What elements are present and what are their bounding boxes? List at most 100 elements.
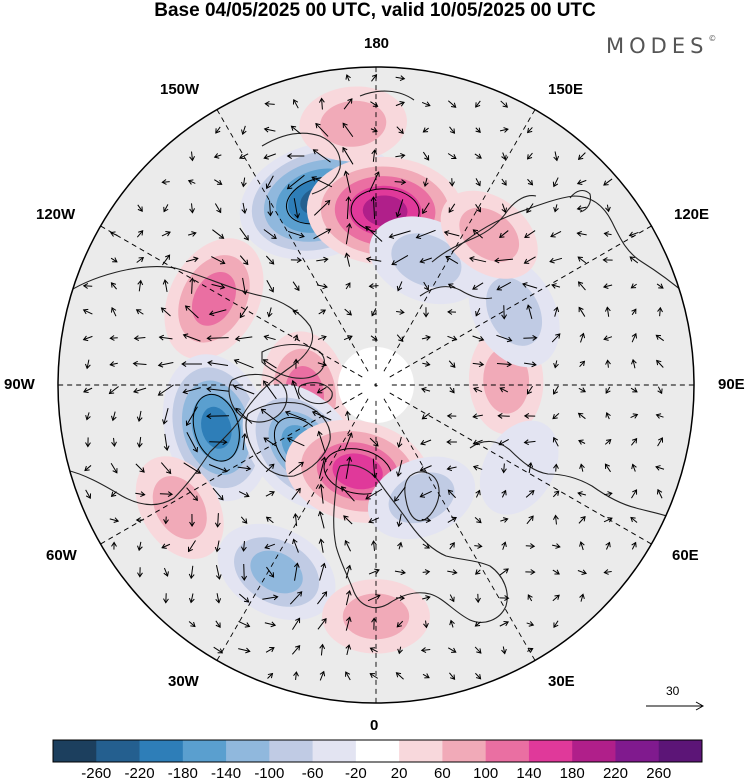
wind-vector — [526, 385, 533, 395]
reference-vector-arrow — [646, 701, 705, 711]
wind-vector — [395, 199, 404, 218]
wind-vector — [312, 149, 331, 163]
wind-vector — [161, 231, 171, 237]
wind-vector — [110, 491, 117, 498]
wind-vector — [345, 671, 351, 681]
wind-vector — [163, 204, 169, 213]
wind-vector — [552, 594, 560, 602]
wind-vector — [527, 594, 533, 602]
wind-vector — [265, 463, 275, 473]
wind-vector — [293, 671, 299, 681]
wind-vector — [292, 617, 301, 630]
wind-vector — [631, 332, 638, 343]
wind-vector — [422, 673, 430, 679]
latitude-circle-75 — [374, 383, 378, 387]
wind-vector — [239, 255, 249, 266]
anomaly-contour-13-1 — [486, 277, 543, 346]
wind-vector — [577, 281, 586, 291]
wind-vector — [163, 567, 169, 577]
coast-asia — [451, 195, 689, 521]
wind-vector — [525, 489, 535, 498]
wind-vector — [317, 335, 327, 341]
wind-vector — [264, 543, 276, 550]
wind-vector — [291, 379, 300, 400]
wind-vector — [215, 126, 221, 134]
wind-vector — [284, 410, 307, 421]
wind-vector — [286, 174, 305, 190]
wind-vector — [345, 589, 352, 606]
wind-vector — [369, 437, 379, 447]
wind-vector — [365, 488, 383, 500]
wind-vector — [524, 361, 537, 368]
wind-vector — [136, 410, 143, 422]
wind-vector — [207, 360, 229, 367]
wind-vector — [472, 229, 483, 239]
wind-vector — [602, 283, 613, 289]
wind-vector — [182, 387, 201, 395]
wind-vector — [550, 230, 562, 238]
wind-vector — [499, 595, 510, 601]
wind-vector — [110, 306, 117, 317]
wind-vector — [526, 621, 535, 627]
wind-vector — [136, 436, 143, 448]
wind-vector — [286, 437, 305, 447]
wind-vector — [85, 412, 91, 421]
colorbar-tick-label: -60 — [301, 765, 324, 782]
wind-vector — [212, 487, 224, 501]
wind-vector — [578, 306, 586, 317]
wind-vector — [291, 645, 301, 655]
wind-vector — [135, 309, 144, 315]
wind-vector — [368, 171, 380, 193]
anomaly-contour-15-1 — [320, 100, 387, 147]
wind-vector — [265, 175, 274, 190]
wind-vector — [161, 543, 171, 549]
coast-greenland — [245, 401, 331, 477]
wind-vector — [472, 465, 483, 471]
wind-vector — [343, 98, 353, 110]
wind-vector — [189, 513, 195, 527]
wind-vector — [344, 432, 353, 452]
wind-vector — [211, 283, 226, 290]
wind-vector — [263, 153, 276, 160]
wind-vector — [524, 230, 536, 238]
wind-vector — [499, 568, 509, 576]
wind-vector — [422, 569, 431, 575]
wind-vector — [422, 361, 431, 367]
wind-vector — [630, 413, 639, 419]
wind-vector — [345, 616, 352, 631]
wind-vector — [605, 204, 611, 213]
colorbar-tick-label: -140 — [211, 765, 242, 782]
wind-vector — [109, 517, 120, 523]
wind-vector — [553, 620, 559, 629]
wind-vector — [82, 283, 93, 289]
wind-vector — [162, 254, 171, 266]
wind-vector — [446, 439, 457, 445]
wind-vector — [448, 360, 456, 368]
wind-vector — [500, 517, 509, 523]
wind-vector — [238, 593, 250, 603]
wind-vector — [443, 230, 460, 237]
wind-vector — [186, 487, 199, 502]
wind-vector — [111, 541, 117, 550]
colorbar-tick-label: 180 — [559, 765, 585, 782]
wind-vector — [264, 621, 277, 628]
polar-cap — [338, 347, 414, 423]
wind-vector — [136, 230, 144, 238]
wind-vector — [472, 361, 485, 368]
wind-vector — [501, 489, 507, 498]
chart-title: Base 04/05/2025 00 UTC, valid 10/05/2025… — [154, 0, 596, 21]
wind-vector — [420, 647, 431, 653]
wind-vector — [371, 458, 378, 479]
colorbar-tick-label: 140 — [516, 765, 542, 782]
wind-vector — [187, 540, 196, 553]
wind-vector — [577, 491, 587, 497]
coast-arctic-islands — [261, 343, 333, 405]
wind-vector — [501, 541, 507, 550]
wind-vector — [211, 256, 226, 265]
wind-vector — [501, 463, 507, 474]
wind-vector — [394, 569, 406, 576]
wind-vector — [605, 359, 611, 368]
wind-vector — [447, 516, 457, 523]
wind-vector — [241, 177, 247, 188]
wind-vector — [388, 230, 411, 239]
